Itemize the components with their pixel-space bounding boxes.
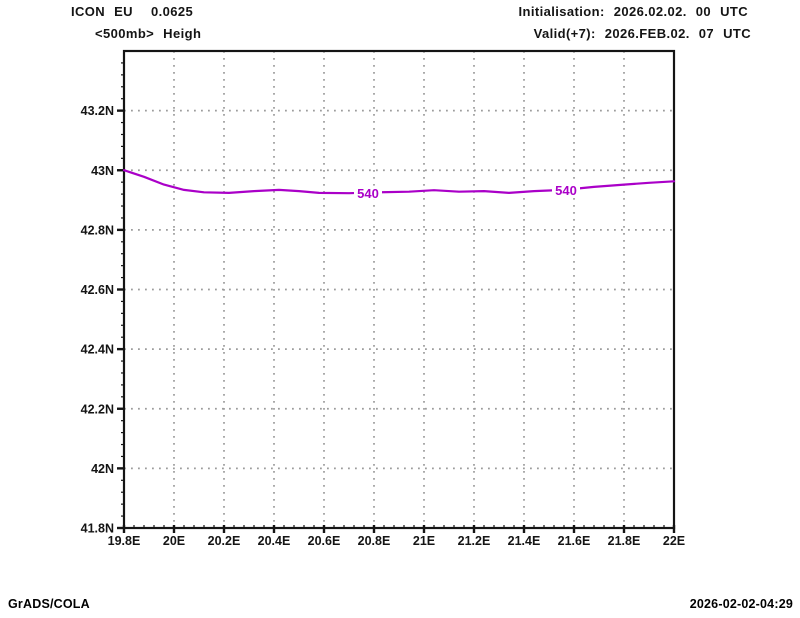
contour-label: 540 bbox=[555, 183, 577, 198]
y-tick-label: 41.8N bbox=[81, 522, 114, 536]
x-tick-label: 21E bbox=[413, 534, 435, 548]
x-tick-label: 20.6E bbox=[308, 534, 341, 548]
y-tick-label: 42.4N bbox=[81, 343, 114, 357]
x-tick-label: 20.4E bbox=[258, 534, 291, 548]
x-tick-label: 21.4E bbox=[508, 534, 541, 548]
y-tick-label: 42.8N bbox=[81, 223, 114, 237]
x-tick-label: 20.8E bbox=[358, 534, 391, 548]
x-tick-label: 19.8E bbox=[108, 534, 141, 548]
valid-time: Valid(+7): 2026.FEB.02. 07 UTC bbox=[533, 26, 751, 41]
contour-label-mask bbox=[354, 185, 382, 200]
model-title: ICON EU 0.0625 bbox=[71, 4, 194, 19]
y-tick-label: 42.6N bbox=[81, 283, 114, 297]
x-tick-label: 21.2E bbox=[458, 534, 491, 548]
contour-line bbox=[122, 169, 676, 195]
x-tick-label: 21.8E bbox=[608, 534, 641, 548]
y-tick-label: 43N bbox=[91, 164, 114, 178]
contour-label: 540 bbox=[357, 186, 379, 201]
y-tick-label: 43.2N bbox=[81, 104, 114, 118]
contour-label-mask bbox=[552, 183, 580, 198]
x-tick-label: 20E bbox=[163, 534, 185, 548]
initialisation-time: Initialisation: 2026.02.02. 00 UTC bbox=[518, 4, 748, 19]
x-tick-label: 21.6E bbox=[558, 534, 591, 548]
level-title: <500mb> Heigh bbox=[95, 26, 202, 41]
x-tick-label: 20.2E bbox=[208, 534, 241, 548]
y-tick-label: 42N bbox=[91, 462, 114, 476]
plot-frame bbox=[122, 49, 676, 530]
y-tick-label: 42.2N bbox=[81, 402, 114, 416]
creation-timestamp: 2026-02-02-04:29 bbox=[689, 597, 793, 611]
grads-signature: GrADS/COLA bbox=[8, 597, 90, 611]
x-tick-label: 22E bbox=[663, 534, 685, 548]
